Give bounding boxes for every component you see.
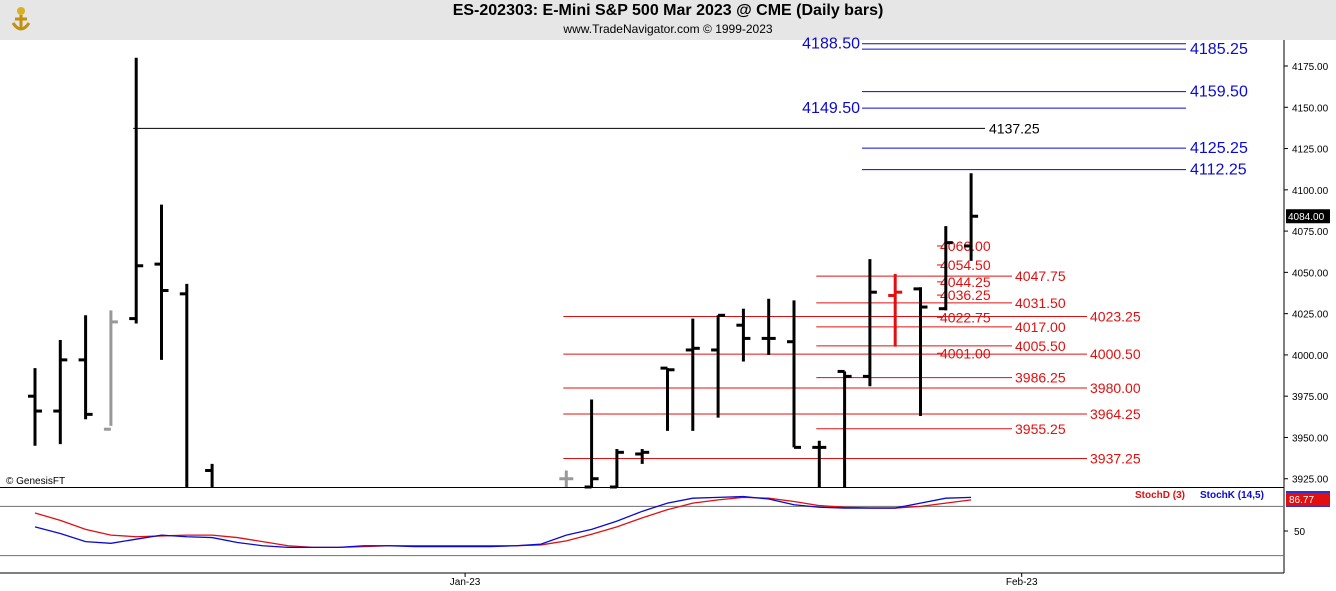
stoch-last-value: 86.77 [1289,495,1314,506]
ohlc-bar [711,313,726,418]
level-label: 4000.50 [1090,346,1141,362]
level-label: 4137.25 [989,120,1040,136]
ohlc-bar [78,315,93,420]
ohlc-bar [812,440,827,487]
level-label: 4185.25 [1190,41,1248,58]
level-label: 3955.25 [1015,421,1066,437]
stoch-last-box [1286,493,1330,506]
level-label: 4044.25 [940,274,991,290]
chart-title: ES-202303: E-Mini S&P 500 Mar 2023 @ CME… [452,2,884,19]
ohlc-bar [205,463,214,487]
level-label: 4023.25 [1090,309,1141,325]
ohlc-bar [559,470,574,487]
stochastic-panel: 50 StochD (3) StochK (14,5) 86.77 [0,490,1330,557]
level-label: 4047.75 [1015,268,1066,284]
level-label: 4031.50 [1015,295,1066,311]
y-tick-label: 4125.00 [1292,145,1329,156]
stoch-legend-entry: StochD (3) [1135,490,1185,501]
panels [0,40,1336,591]
level-label: 4022.75 [940,309,991,325]
x-tick-label: Jan-23 [450,577,481,588]
ohlc-bar [53,340,68,445]
level-label: 4188.50 [802,36,860,53]
y-tick-label: 4150.00 [1292,103,1329,114]
y-tick-label: 4050.00 [1292,268,1329,279]
ohlc-bar [129,57,144,324]
ohlc-bar [28,368,42,446]
level-label: 4036.25 [940,287,991,303]
y-tick-label: 4075.00 [1292,227,1329,238]
ohlc-bar [584,399,599,489]
ohlc-bar [154,204,169,360]
ohlc-bar [761,298,776,355]
level-label: 4001.00 [940,345,991,361]
ohlc-bar [938,226,953,311]
level-label: 4017.00 [1015,319,1066,335]
y-tick-label: 4025.00 [1292,310,1329,321]
copyright-label: © GenesisFT [6,476,65,487]
ohlc-bar [685,318,700,431]
ohlc-bar [837,369,852,487]
ohlc-bar [862,259,877,387]
ohlc-bar [888,274,903,347]
last-price-box [1286,209,1330,224]
y-tick-label: 3925.00 [1292,475,1329,486]
x-tick-label: Feb-23 [1006,577,1038,588]
ohlc-bar [635,449,650,464]
y-tick-label: 3975.00 [1292,392,1329,403]
ohlc-bar [913,287,928,417]
levels: 4188.50 4185.25 4159.50 4149.50 4137.25 4125.… [133,36,1248,467]
chart-header [0,0,1336,40]
level-label: 3964.25 [1090,406,1141,422]
ohlc-bar [179,283,189,487]
level-label: 4054.50 [940,257,991,273]
level-label: 4149.50 [802,100,860,117]
level-label: 3980.00 [1090,380,1141,396]
ohlc-bar [736,308,751,362]
level-label: 4125.25 [1190,140,1248,157]
y-tick-label: 4100.00 [1292,186,1329,197]
ohlc-bar [964,173,979,261]
level-label: 4005.50 [1015,338,1066,354]
trade-navigator-logo-icon [11,7,31,31]
axes: 4175.00 4150.00 4125.00 4100.00 4075.00 4050.… [450,62,1330,588]
plot-background [0,40,1336,591]
stoch-legend-entry: StochK (14,5) [1200,490,1264,501]
price-bars [28,57,979,489]
y-tick-label: 3950.00 [1292,433,1329,444]
level-label: 3937.25 [1090,451,1141,467]
ohlc-bar [609,449,624,489]
level-label: 3986.25 [1015,370,1066,386]
ohlc-bar [103,310,118,431]
chart-subtitle: www.TradeNavigator.com © 1999-2023 [563,22,773,36]
level-label: 4159.50 [1190,84,1248,101]
y-tick-label: 4175.00 [1292,62,1329,73]
y-tick-label: 4000.00 [1292,351,1329,362]
ohlc-bar [660,366,675,431]
level-label: 4112.25 [1190,162,1247,179]
stoch-y-tick-label: 50 [1294,527,1306,538]
ohlc-bar [787,300,801,449]
stoch-series-line [34,495,972,549]
last-price-label: 4084.00 [1288,212,1325,223]
